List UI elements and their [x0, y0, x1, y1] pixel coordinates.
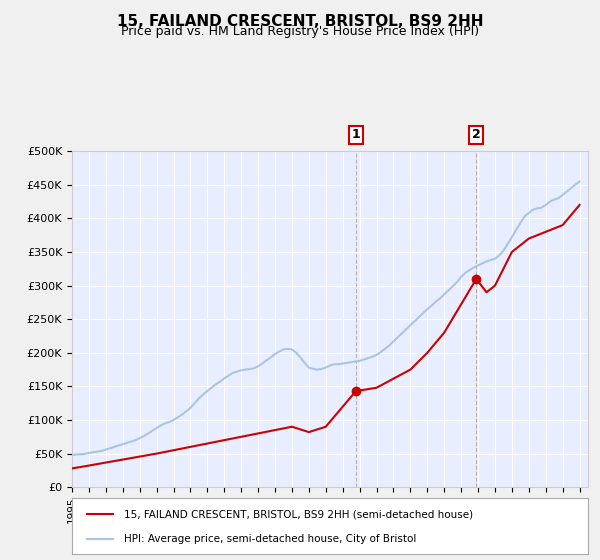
Text: 15, FAILAND CRESCENT, BRISTOL, BS9 2HH (semi-detached house): 15, FAILAND CRESCENT, BRISTOL, BS9 2HH (…: [124, 509, 473, 519]
Text: 1: 1: [352, 128, 360, 141]
Text: HPI: Average price, semi-detached house, City of Bristol: HPI: Average price, semi-detached house,…: [124, 534, 416, 544]
Text: Price paid vs. HM Land Registry's House Price Index (HPI): Price paid vs. HM Land Registry's House …: [121, 25, 479, 38]
Text: 15, FAILAND CRESCENT, BRISTOL, BS9 2HH: 15, FAILAND CRESCENT, BRISTOL, BS9 2HH: [117, 14, 483, 29]
Text: 2: 2: [472, 128, 481, 141]
